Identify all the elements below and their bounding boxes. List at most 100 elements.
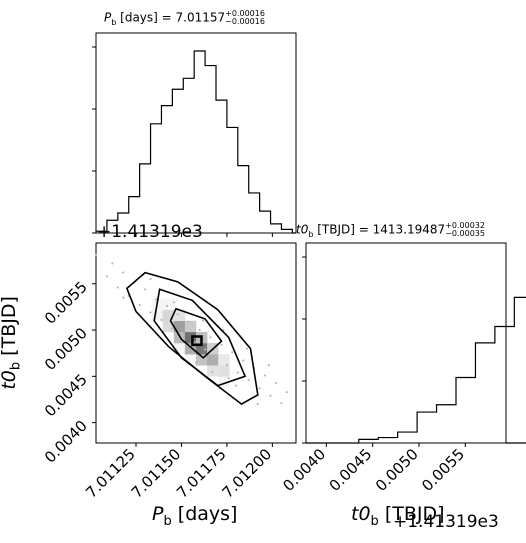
scatter-point: [256, 403, 259, 406]
density-cell: [218, 376, 230, 388]
scatter-point: [202, 319, 205, 322]
t0b-histogram-step: [306, 296, 526, 444]
scatter-point: [234, 384, 238, 387]
title-pb-sub: b: [111, 17, 117, 27]
density-cell: [184, 320, 197, 333]
density-cell: [151, 309, 163, 322]
joint-ytick-label: 0.0055: [41, 278, 91, 328]
density-cell: [173, 309, 186, 322]
joint-xtick-label: 7.01200: [219, 445, 276, 502]
scatter-point: [225, 364, 229, 367]
joint-ytick-label: 0.0040: [41, 417, 91, 467]
ylabel-t0b-symbol: t0: [0, 370, 20, 390]
scatter-point: [258, 387, 261, 390]
contour-level-2: [153, 288, 247, 387]
joint-panel: [94, 253, 289, 406]
xlabel-t0b-unit: [TBJD]: [384, 503, 445, 525]
scatter-point: [171, 327, 174, 330]
scatter-point: [231, 351, 234, 354]
scatter-point: [274, 381, 278, 384]
density-cell: [162, 298, 175, 310]
xlabel-t0b-symbol: t0: [351, 503, 371, 525]
title-t0b-symbol: t0: [296, 222, 309, 237]
joint-ytick-label: 0.0050: [41, 324, 91, 374]
scatter-point: [242, 359, 245, 362]
br-xtick-label: 0.0055: [418, 445, 468, 495]
scatter-point: [138, 303, 141, 307]
scatter-point: [182, 333, 185, 336]
scatter-point: [105, 275, 109, 278]
xlabel-pb-symbol: P: [152, 503, 164, 525]
title-t0b: t0b [TBJD] = 1413.19487 +0.00032 −0.00035: [296, 221, 485, 239]
density-cell: [162, 320, 175, 333]
x-axis-label-t0b: t0b [TBJD]: [351, 503, 445, 529]
scatter-point: [149, 311, 152, 314]
scatter-point: [198, 328, 201, 332]
density-cell: [173, 320, 186, 333]
density-cell: [196, 343, 208, 355]
scatter-point: [176, 313, 179, 316]
xlabel-pb-sub: b: [163, 513, 172, 529]
joint-xtick-label: 7.01125: [82, 445, 139, 502]
title-pb-plus: +0.00016: [225, 9, 265, 18]
contour-level-3: [169, 307, 223, 359]
title-pb-minus: −0.00016: [225, 17, 265, 26]
title-t0b-value: 1413.19487: [372, 222, 446, 237]
scatter-point: [160, 318, 163, 321]
scatter-point: [211, 370, 214, 373]
scatter-point: [143, 288, 147, 291]
scatter-point: [269, 394, 272, 397]
scatter-point: [245, 347, 249, 350]
scatter-point: [203, 348, 207, 351]
contour-level-4: [191, 335, 203, 347]
density-cell: [173, 343, 186, 355]
density-cell: [162, 309, 175, 322]
scatter-point: [214, 355, 218, 358]
title-t0b-plus: +0.00032: [445, 221, 485, 230]
scatter-point: [187, 320, 190, 323]
scatter-point: [280, 402, 283, 405]
br-xtick-label: 0.0050: [372, 445, 422, 495]
pb-histogram-step: [95, 50, 296, 234]
xlabel-pb-unit: [days]: [177, 503, 238, 525]
joint-xtick-label: 7.01150: [128, 445, 185, 502]
br-x-offset-label: +1.41319e3: [393, 512, 499, 532]
scatter-point: [209, 336, 212, 339]
density-cell: [207, 354, 219, 366]
scatter-point: [111, 262, 114, 265]
y-axis-label-t0b: t0b [TBJD]: [0, 296, 24, 390]
density-cell: [184, 331, 197, 344]
scatter-point: [173, 301, 176, 304]
scatter-point: [285, 390, 289, 394]
scatter-point: [236, 371, 239, 374]
joint-x-offset-label: +1.41319e3: [97, 222, 203, 242]
joint-xtick-label: 7.01175: [173, 445, 230, 502]
density-cell: [218, 365, 230, 377]
contour-level-1: [125, 271, 259, 406]
scatter-point: [122, 296, 125, 299]
title-t0b-minus: −0.00035: [445, 229, 485, 238]
title-pb: Pb [days] = 7.01157 +0.00016 −0.00016: [104, 9, 265, 27]
scatter-point: [94, 253, 98, 257]
ylabel-t0b-sub: b: [8, 361, 24, 371]
title-pb-value: 7.01157: [175, 10, 226, 25]
axes-decorations: 7.011257.011507.011757.012000.00400.0045…: [41, 278, 468, 502]
density-cell: [218, 354, 230, 366]
scatter-point: [227, 377, 230, 380]
scatter-point: [247, 378, 250, 382]
title-t0b-sub: b: [308, 229, 314, 239]
scatter-point: [267, 364, 270, 367]
scatter-point: [122, 271, 125, 274]
density-cell: [184, 343, 197, 355]
marginal-pb-panel: [92, 46, 296, 237]
marginal-t0b-panel: [302, 256, 526, 444]
scatter-point: [194, 361, 198, 364]
scatter-point: [220, 343, 223, 346]
br-xtick-label: 0.0040: [279, 445, 329, 495]
ylabel-t0b-unit: [TBJD]: [0, 296, 20, 356]
xlabel-t0b-sub: b: [370, 513, 379, 529]
panel-br-frame: [305, 242, 507, 444]
x-axis-label-pb: Pb [days]: [152, 503, 237, 529]
density-cell: [184, 354, 197, 366]
